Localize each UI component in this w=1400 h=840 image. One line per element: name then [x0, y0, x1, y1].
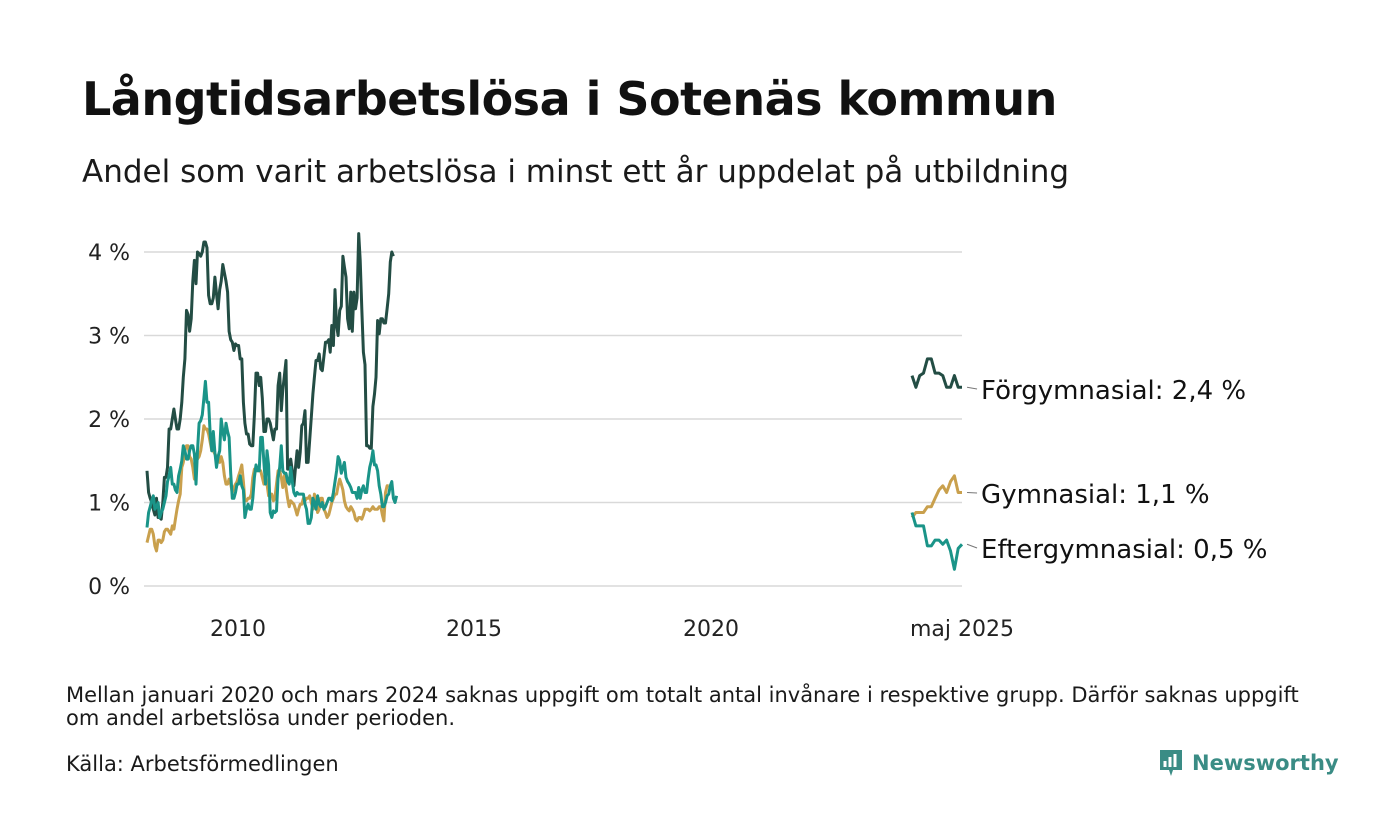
y-tick-label: 2 % — [88, 408, 130, 433]
x-tick-label: 2010 — [210, 617, 266, 642]
series-end-label: Gymnasial: 1,1 % — [981, 480, 1210, 510]
brand[interactable]: Newsworthy — [1158, 748, 1339, 778]
label-connector — [966, 386, 978, 390]
series-line-recent — [910, 474, 962, 519]
x-tick-label: 2020 — [683, 617, 739, 642]
chart-subtitle: Andel som varit arbetslösa i minst ett å… — [82, 154, 1070, 190]
series-line-recent — [910, 357, 962, 389]
brand-name: Newsworthy — [1192, 751, 1339, 775]
x-tick-label: 2015 — [446, 617, 502, 642]
label-connector — [967, 491, 978, 494]
x-tick-label: maj 2025 — [910, 617, 1014, 642]
x-axis: 2010 2015 2020 maj 2025 — [210, 617, 1014, 642]
y-tick-label: 3 % — [88, 325, 130, 350]
series-end-label: Förgymnasial: 2,4 % — [981, 376, 1246, 406]
gridlines — [144, 251, 962, 587]
series-lines — [145, 232, 964, 571]
newsworthy-logo-icon — [1160, 750, 1182, 776]
y-tick-label: 0 % — [88, 575, 130, 600]
series-line-history — [145, 232, 395, 521]
y-tick-label: 4 % — [88, 241, 130, 266]
chart-title: Långtidsarbetslösa i Sotenäs kommun — [82, 72, 1057, 126]
series-line-recent — [910, 512, 964, 571]
source-text: Källa: Arbetsförmedlingen — [66, 752, 339, 776]
series-end-label: Eftergymnasial: 0,5 % — [981, 535, 1267, 565]
label-connector — [966, 543, 978, 549]
series-line-history — [145, 379, 399, 528]
y-tick-label: 1 % — [88, 492, 130, 517]
series-line-history — [145, 424, 389, 553]
series-labels: Förgymnasial: 2,4 % Gymnasial: 1,1 % Efter… — [966, 376, 1268, 565]
y-axis: 0 % 1 % 2 % 3 % 4 % — [88, 241, 130, 600]
footnote: Mellan januari 2020 och mars 2024 saknas… — [66, 683, 1299, 730]
